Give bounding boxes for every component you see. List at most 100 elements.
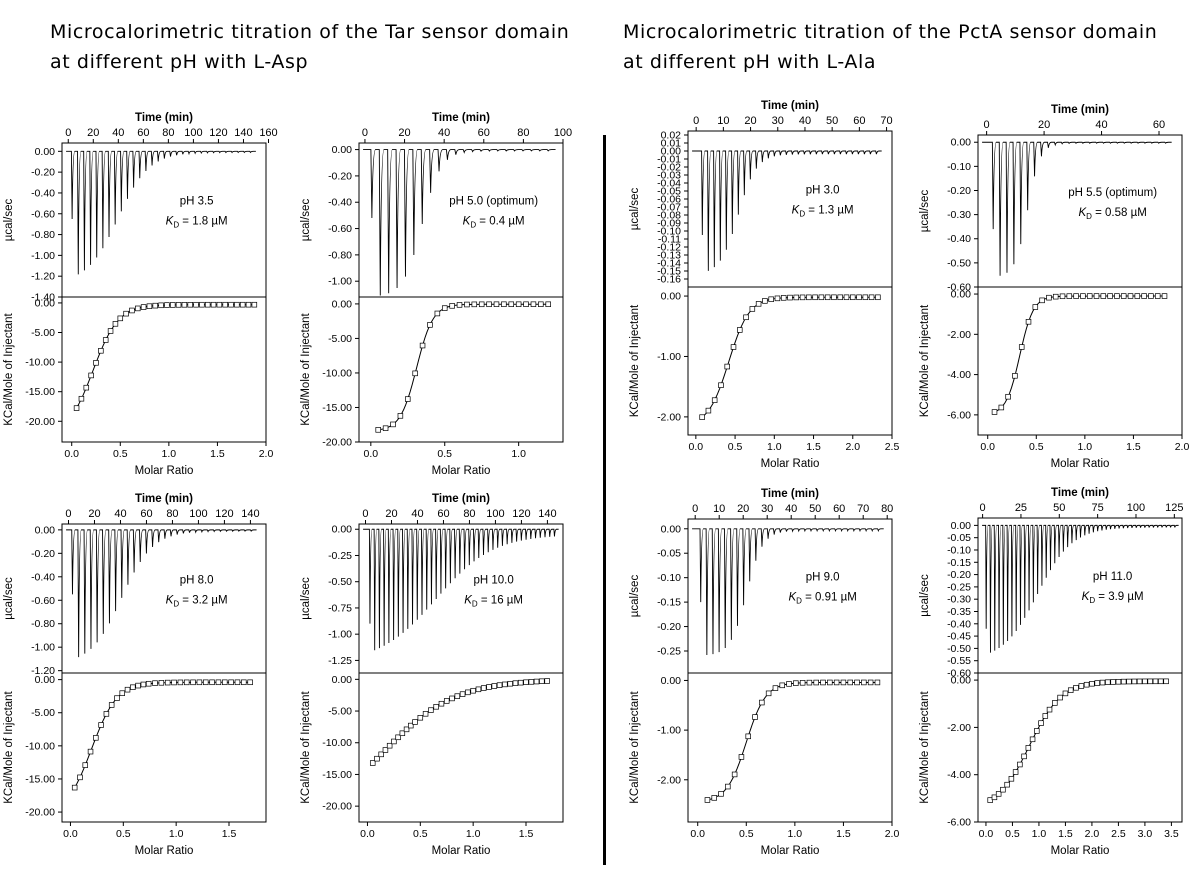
data-point — [1105, 679, 1111, 685]
data-point — [71, 784, 78, 791]
raw-y-tick-label: -0.10 — [657, 226, 681, 238]
ratio-tick-label: 0.5 — [1005, 828, 1020, 840]
time-axis-label: Time (min) — [135, 112, 193, 124]
data-point — [1059, 293, 1066, 300]
data-point — [786, 681, 792, 687]
data-point — [813, 679, 819, 686]
raw-y-tick-label: 0.00 — [661, 523, 682, 535]
data-point — [1148, 293, 1154, 299]
time-tick-label: 80 — [881, 503, 893, 515]
ph-annotation: pH 9.0 — [806, 572, 840, 584]
raw-y-tick-label: 0.00 — [951, 137, 972, 149]
ratio-axis-label: Molar Ratio — [135, 465, 194, 477]
time-tick-label: 40 — [114, 508, 126, 520]
raw-y-tick-label: -0.80 — [31, 229, 55, 241]
data-point — [705, 407, 712, 414]
time-axis-label: Time (min) — [761, 100, 819, 112]
data-point — [840, 679, 847, 686]
data-point — [459, 691, 466, 697]
time-tick-label: 20 — [87, 127, 99, 139]
data-point — [152, 302, 159, 309]
isotherm-y-tick-label: -10.00 — [322, 367, 352, 379]
fit-curve — [994, 295, 1165, 413]
time-tick-label: 10 — [717, 115, 729, 127]
ratio-tick-label: 1.0 — [1032, 828, 1047, 840]
time-tick-label: 60 — [137, 127, 149, 139]
data-point — [737, 327, 743, 333]
raw-y-tick-label: -0.50 — [328, 576, 352, 588]
data-point — [539, 678, 545, 684]
time-tick-label: 25 — [1015, 502, 1027, 514]
raw-y-tick-label: -0.16 — [657, 274, 681, 286]
data-point — [861, 679, 867, 686]
itc-panel: 0 10 20 30 40 50 60 70 80 Time (min) 0.00 -0.05 -0.1… — [629, 488, 899, 857]
data-point — [382, 425, 389, 431]
ratio-axis-label: Molar Ratio — [1051, 458, 1110, 470]
data-point — [718, 382, 724, 388]
isotherm-y-tick-label: -5.00 — [31, 327, 55, 339]
time-tick-label: 100 — [189, 508, 207, 520]
time-tick-label: 60 — [853, 115, 865, 127]
data-point — [204, 301, 211, 308]
data-point — [78, 395, 85, 402]
heading-pcta: Microcalorimetric titration of the PctA … — [623, 17, 1157, 77]
data-point — [806, 294, 812, 301]
time-axis-label: Time (min) — [1051, 104, 1109, 116]
raw-y-axis-label: µcal/sec — [629, 575, 641, 618]
data-point — [1017, 761, 1023, 768]
time-tick-label: 0 — [362, 508, 368, 520]
data-point — [114, 695, 120, 701]
ratio-tick-label: 1.5 — [806, 441, 821, 453]
data-point — [222, 679, 228, 686]
data-point — [1158, 678, 1164, 685]
time-tick-label: 20 — [1038, 119, 1050, 131]
fit-curve — [989, 680, 1167, 801]
ratio-tick-label: 1.0 — [466, 828, 481, 840]
kd-annotation: KD = 3.2 µM — [166, 595, 228, 609]
ratio-tick-label: 0.0 — [690, 828, 705, 840]
data-point — [441, 305, 448, 311]
ratio-tick-label: 1.5 — [1126, 441, 1141, 453]
ratio-tick-label: 0.0 — [364, 448, 379, 460]
raw-y-tick-label: -0.10 — [947, 161, 971, 173]
raw-heat-trace — [363, 528, 559, 651]
data-point — [77, 774, 83, 781]
data-point — [493, 301, 500, 308]
data-point — [1025, 745, 1032, 751]
data-point — [1057, 694, 1063, 701]
ratio-tick-label: 1.5 — [519, 828, 534, 840]
data-point — [412, 719, 418, 725]
raw-y-tick-label: 0.02 — [661, 130, 682, 142]
data-point — [704, 797, 711, 803]
ratio-tick-label: 0.0 — [64, 448, 79, 460]
ratio-tick-label: 3.0 — [1138, 828, 1153, 840]
data-point — [1115, 679, 1122, 685]
time-tick-label: 50 — [809, 503, 821, 515]
isotherm-y-axis-label: KCal/Mole of Injectant — [3, 690, 15, 803]
fit-curve — [707, 681, 878, 801]
time-tick-label: 100 — [554, 127, 572, 139]
time-tick-label: 0 — [693, 115, 699, 127]
data-point — [755, 301, 762, 307]
raw-y-tick-label: -0.13 — [657, 250, 681, 262]
data-point — [517, 679, 524, 686]
data-point — [820, 679, 826, 686]
isotherm-plot-frame — [61, 296, 267, 443]
isotherm-y-tick-label: -10.00 — [25, 357, 55, 369]
data-point — [523, 679, 529, 685]
data-point — [793, 294, 800, 301]
isotherm-y-tick-label: -20.00 — [25, 807, 55, 819]
time-tick-label: 160 — [259, 127, 277, 139]
data-point — [158, 680, 165, 686]
data-point — [1073, 293, 1079, 299]
raw-y-tick-label: -0.60 — [947, 282, 971, 294]
data-point — [1089, 681, 1095, 687]
data-point — [533, 678, 540, 685]
time-axis-label: Time (min) — [1051, 487, 1109, 499]
ratio-tick-label: 2.0 — [1175, 441, 1190, 453]
data-point — [193, 301, 199, 308]
isotherm-y-axis-label: KCal/Mole of Injectant — [919, 304, 931, 417]
ratio-tick-label: 3.5 — [1164, 828, 1179, 840]
time-tick-label: 60 — [833, 503, 845, 515]
data-point — [135, 682, 141, 689]
